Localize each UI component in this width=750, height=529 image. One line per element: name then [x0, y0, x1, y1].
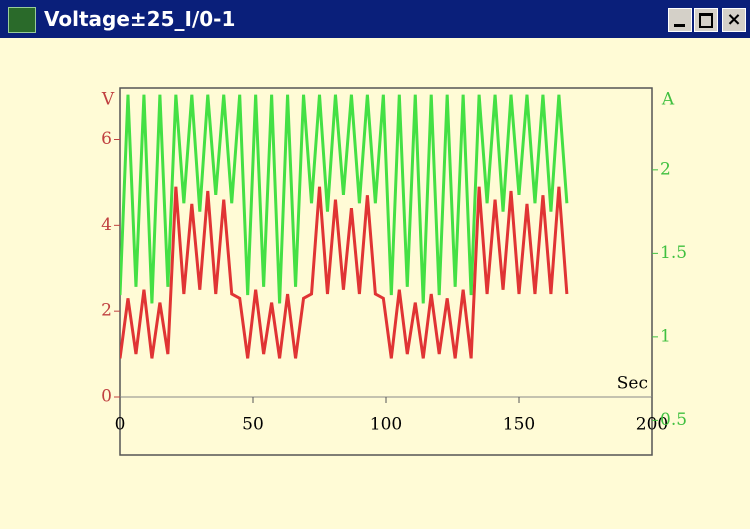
y-tick-label: 6 — [101, 129, 112, 149]
minimize-button[interactable] — [668, 8, 692, 32]
y-tick-label: 2 — [101, 301, 112, 321]
app-icon — [8, 7, 36, 33]
series-line — [120, 186, 569, 359]
window-title: Voltage±25_I/0-1 — [44, 7, 236, 31]
y2-tick-label: 1 — [660, 326, 671, 346]
y2-axis-label: A — [661, 90, 675, 110]
close-button[interactable]: × — [722, 8, 746, 32]
y2-tick-label: 1.5 — [660, 243, 687, 263]
y-tick-label: 4 — [101, 215, 112, 235]
title-bar: Voltage±25_I/0-1 × — [0, 0, 750, 38]
x-tick-label: 100 — [370, 415, 402, 435]
plot-area — [120, 94, 569, 359]
x-tick-label: 150 — [503, 415, 535, 435]
y2-tick-label: 2 — [660, 159, 671, 179]
x-axis-label: Sec — [617, 374, 648, 394]
y2-tick-label: 0.5 — [660, 410, 687, 430]
y-tick-label: 0 — [101, 387, 112, 407]
maximize-button[interactable] — [694, 8, 718, 32]
x-tick-label: 0 — [115, 415, 126, 435]
y-axis-label: V — [101, 90, 115, 110]
series-line — [120, 94, 569, 304]
x-tick-label: 50 — [242, 415, 264, 435]
x-tick-label: 200 — [636, 415, 668, 435]
